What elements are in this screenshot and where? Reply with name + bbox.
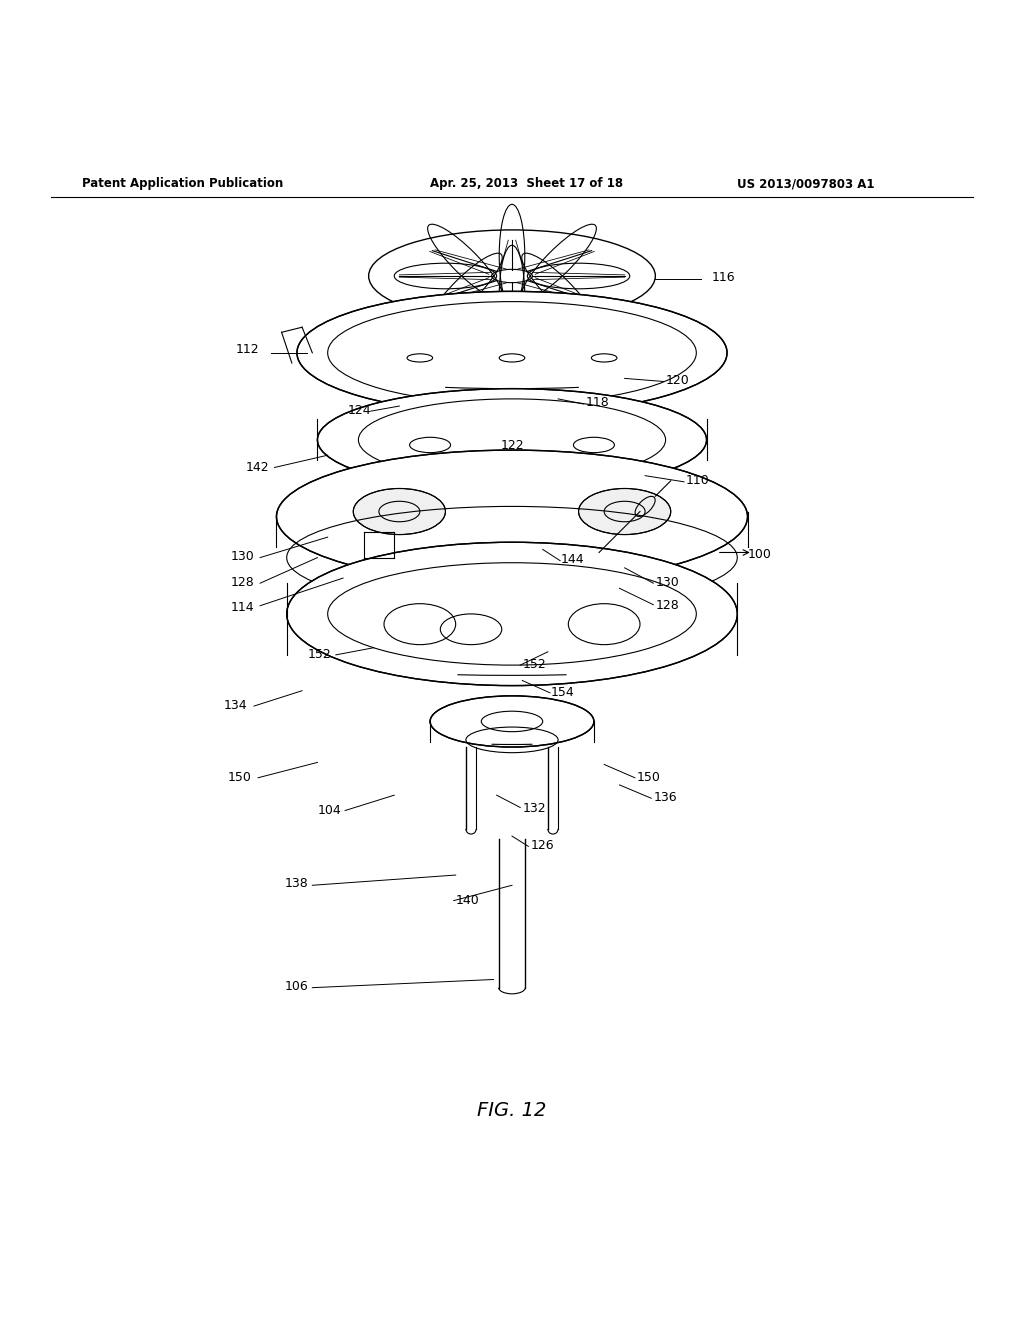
Text: 128: 128 (230, 577, 254, 589)
Text: 150: 150 (637, 771, 660, 784)
Text: 144: 144 (561, 553, 585, 566)
Text: 122: 122 (500, 440, 524, 451)
Text: 134: 134 (223, 700, 247, 713)
Text: 150: 150 (227, 771, 251, 784)
Ellipse shape (317, 388, 707, 491)
Ellipse shape (430, 696, 594, 747)
Text: 124: 124 (348, 404, 372, 417)
Text: 154: 154 (551, 686, 574, 698)
Text: 120: 120 (666, 374, 689, 387)
Text: 152: 152 (307, 648, 331, 661)
Text: 128: 128 (655, 599, 679, 611)
Text: 152: 152 (522, 659, 546, 671)
Text: 132: 132 (522, 801, 546, 814)
Text: 126: 126 (530, 840, 554, 853)
Text: 114: 114 (230, 601, 254, 614)
Ellipse shape (579, 488, 671, 535)
Text: 142: 142 (246, 461, 269, 474)
Text: Apr. 25, 2013  Sheet 17 of 18: Apr. 25, 2013 Sheet 17 of 18 (430, 177, 624, 190)
Text: 100: 100 (748, 548, 771, 561)
Text: 110: 110 (686, 474, 710, 487)
Text: 116: 116 (712, 271, 735, 284)
Text: 130: 130 (655, 577, 679, 589)
Text: FIG. 12: FIG. 12 (477, 1101, 547, 1119)
Ellipse shape (297, 292, 727, 414)
Ellipse shape (287, 543, 737, 685)
Text: 112: 112 (236, 343, 259, 356)
Text: 130: 130 (230, 549, 254, 562)
Text: 104: 104 (317, 804, 341, 817)
Ellipse shape (276, 450, 748, 583)
Text: 118: 118 (586, 396, 609, 409)
Text: 140: 140 (456, 894, 479, 907)
Text: 106: 106 (285, 979, 308, 993)
Text: Patent Application Publication: Patent Application Publication (82, 177, 284, 190)
Ellipse shape (353, 488, 445, 535)
Text: 138: 138 (285, 878, 308, 890)
Text: 136: 136 (653, 791, 677, 804)
Text: US 2013/0097803 A1: US 2013/0097803 A1 (737, 177, 874, 190)
